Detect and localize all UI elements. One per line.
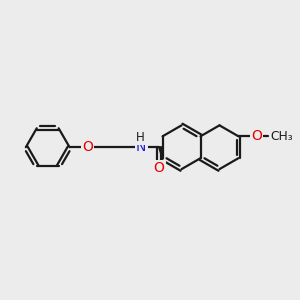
Text: CH₃: CH₃: [270, 130, 292, 143]
Text: O: O: [154, 160, 165, 175]
Text: O: O: [82, 140, 93, 154]
Text: H: H: [136, 131, 145, 144]
Text: O: O: [251, 129, 262, 143]
Text: N: N: [136, 140, 146, 154]
